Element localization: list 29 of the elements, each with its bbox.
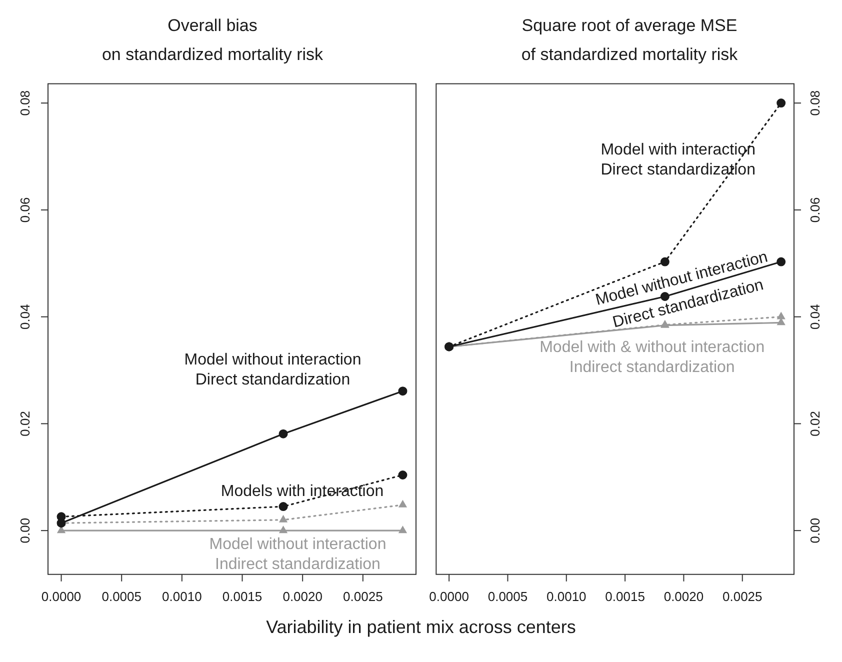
x-tick-label: 0.0005 [488,588,528,604]
x-axis-title: Variability in patient mix across centers [265,617,577,638]
annotation: Model with & without interaction Indirect standardization [540,339,765,376]
x-tick-label: 0.0010 [162,588,202,604]
x-tick-label: 0.0015 [222,588,262,604]
chart-title: Square root of average MSE of standardized mortality risk [521,16,738,64]
y-tick-label: 0.02 [808,411,823,436]
y-tick-label: 0.00 [808,518,823,544]
annotation: Model without interaction Indirect standardization [209,536,386,573]
y-tick-label: 0.02 [18,411,33,436]
y-tick-label: 0.06 [808,197,823,223]
x-tick-label: 0.0020 [664,588,704,604]
x-tick-label: 0.0025 [343,588,383,604]
y-tick-label: 0.04 [18,304,33,330]
x-tick-label: 0.0005 [102,588,142,604]
annotation: Model with interaction Direct standardization [600,141,756,178]
x-tick-label: 0.0020 [282,588,322,604]
y-tick-label: 0.04 [808,304,823,330]
x-tick-label: 0.0010 [546,588,586,604]
y-tick-label: 0.08 [18,90,33,116]
annotation: Model without interaction Direct standardization [184,352,362,388]
y-tick-label: 0.06 [18,197,33,223]
y-tick-label: 0.08 [808,90,823,116]
chart-title: Overall bias on standardized mortality risk [102,16,324,64]
x-tick-label: 0.0000 [429,588,469,604]
x-tick-label: 0.0015 [605,588,645,604]
x-tick-label: 0.0000 [41,588,82,604]
x-tick-label: 0.0025 [722,588,762,604]
y-tick-label: 0.00 [18,518,33,544]
